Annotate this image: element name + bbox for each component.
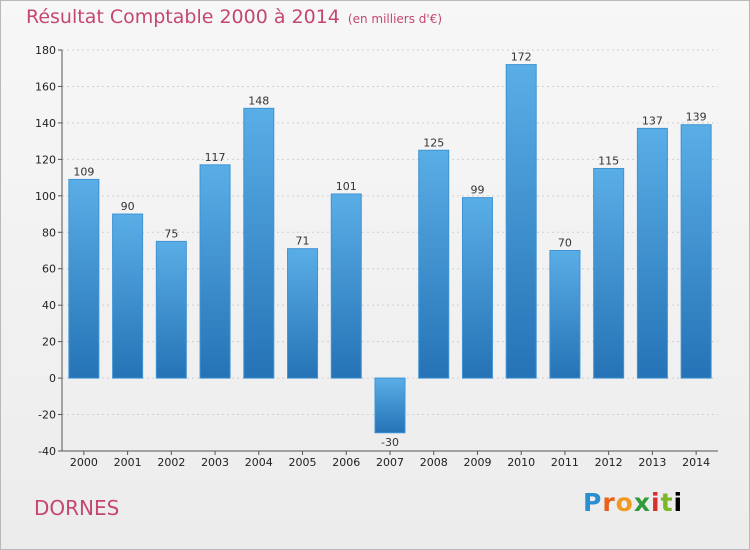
bar-2007 <box>374 377 406 434</box>
bar-2002 <box>155 240 187 379</box>
value-label: 70 <box>558 237 572 250</box>
logo-letter: P <box>583 488 603 517</box>
bar-2009 <box>461 197 493 379</box>
value-label: 99 <box>470 184 484 197</box>
value-label: 101 <box>336 180 357 193</box>
axes: -40 -20 0 20 40 60 80 100 120 140 160 180 2000 2001 20… <box>35 44 718 469</box>
chart-title-text: Résultat Comptable 2000 à 2014 <box>26 6 340 28</box>
bar-2003 <box>199 164 231 379</box>
value-label: 90 <box>121 200 135 213</box>
logo-letter: i <box>651 488 661 517</box>
y-tick-label: -20 <box>38 409 56 422</box>
y-tick-label: 40 <box>42 299 56 312</box>
bar-2010 <box>505 64 537 379</box>
bar-2013 <box>636 127 668 379</box>
bar-2004 <box>243 107 275 379</box>
x-tick-label: 2007 <box>376 456 404 469</box>
x-tick-label: 2008 <box>420 456 448 469</box>
value-label: 71 <box>296 235 310 248</box>
x-tick-label: 2002 <box>157 456 185 469</box>
y-tick-label: 60 <box>42 263 56 276</box>
bar-2006 <box>330 193 362 379</box>
value-label: 109 <box>73 165 94 178</box>
commune-name: DORNES <box>34 496 120 520</box>
x-tick-label: 2009 <box>463 456 491 469</box>
value-label: -30 <box>381 436 399 449</box>
logo-letter: x <box>633 488 651 517</box>
bars <box>68 64 712 434</box>
value-label: 172 <box>511 51 532 64</box>
x-tick-label: 2012 <box>595 456 623 469</box>
value-label: 139 <box>686 111 707 124</box>
y-tick-label: 160 <box>35 80 56 93</box>
bar-2011 <box>549 250 581 379</box>
logo-letter: r <box>602 488 616 517</box>
logo-letter: o <box>615 488 634 517</box>
y-tick-label: 120 <box>35 153 56 166</box>
value-label: 148 <box>248 94 269 107</box>
value-label: 75 <box>164 227 178 240</box>
bar-2000 <box>68 178 100 379</box>
x-tick-label: 2011 <box>551 456 579 469</box>
logo-letter: t <box>660 488 674 517</box>
value-label: 117 <box>205 151 226 164</box>
bar-2014 <box>680 124 712 379</box>
x-tick-label: 2001 <box>114 456 142 469</box>
proxiti-logo: Proxiti <box>583 488 683 517</box>
y-tick-label: 100 <box>35 190 56 203</box>
y-tick-label: 20 <box>42 336 56 349</box>
y-tick-label: 0 <box>49 372 56 385</box>
x-tick-label: 2004 <box>245 456 273 469</box>
bar-2001 <box>112 213 144 379</box>
x-tick-label: 2010 <box>507 456 535 469</box>
x-tick-label: 2003 <box>201 456 229 469</box>
x-tick-label: 2005 <box>289 456 317 469</box>
y-tick-label: 180 <box>35 44 56 57</box>
y-tick-label: 80 <box>42 226 56 239</box>
chart-title: Résultat Comptable 2000 à 2014 (en millie… <box>26 6 442 28</box>
value-label: 125 <box>423 136 444 149</box>
y-tick-label: 140 <box>35 117 56 130</box>
bar-2005 <box>287 248 319 379</box>
logo-letter: i <box>673 488 684 517</box>
data-labels: 109 90 75 117 148 71 101 -30 125 99 172 70 115 137 139 <box>73 51 706 449</box>
x-tick-label: 2006 <box>332 456 360 469</box>
bar-2008 <box>418 149 450 379</box>
x-tick-label: 2013 <box>638 456 666 469</box>
value-label: 137 <box>642 114 663 127</box>
x-tick-label: 2000 <box>70 456 98 469</box>
y-tick-label: -40 <box>38 445 56 458</box>
bar-2012 <box>593 167 625 379</box>
x-tick-label: 2014 <box>682 456 710 469</box>
chart-subtitle: (en milliers d'€) <box>347 12 443 26</box>
value-label: 115 <box>598 154 619 167</box>
